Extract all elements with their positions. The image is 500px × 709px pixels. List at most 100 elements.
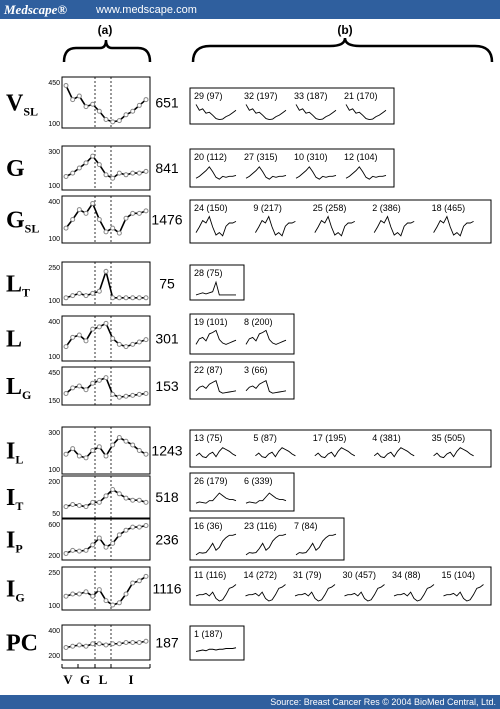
profile-point [136,295,142,301]
y-tick-label: 600 [48,522,60,529]
profile-point [83,210,89,216]
panel-label: (b) [337,23,352,37]
y-tick-label: 100 [48,354,60,361]
profile-point [90,593,96,599]
profile-point [103,116,109,122]
cluster-profile [195,492,237,504]
row-label-sub: SL [25,222,40,236]
profile-point [123,172,129,178]
cluster-label: 8 (200) [244,317,273,327]
profile-point [130,170,136,176]
profile-point [76,207,82,213]
cluster-profile [294,584,336,602]
profile-point [143,573,149,579]
profile-point [70,446,76,452]
cluster-label: 28 (75) [194,268,223,278]
cluster-label: 33 (187) [294,91,328,101]
profile-point [130,580,136,586]
profile-point [90,448,96,453]
profile-point [96,377,102,383]
profile-point [116,170,122,176]
cluster-box [189,625,245,661]
row-label: IG [6,577,25,605]
stage-label: V [63,672,73,687]
cluster-profile [195,533,237,556]
profile-point [96,587,102,593]
y-tick-label: 100 [48,121,60,128]
profile-point [70,643,76,649]
y-tick-label: 100 [48,467,60,474]
cluster-box [189,566,492,606]
cluster-label: 5 (87) [253,433,277,443]
profile-point [116,341,122,347]
cluster-count: 1243 [151,443,182,459]
profile-point [103,642,109,648]
profile-point [143,638,149,644]
profile-line [65,85,147,123]
profile-point [123,344,129,350]
cluster-count: 841 [155,160,179,176]
cluster-box [189,472,295,512]
profile-point [123,393,129,399]
profile-point [76,503,82,509]
cluster-label: 3 (66) [244,365,268,375]
row-label-sub: L [15,453,23,467]
profile-point [136,640,142,645]
profile-point [76,165,82,171]
profile-point [83,160,89,166]
y-tick-label: 100 [48,298,60,305]
profile-point [130,442,136,448]
row-label: IP [6,528,23,556]
profile-point [110,295,116,301]
cluster-profile [245,492,287,504]
profile-point [70,385,76,391]
profile-point [110,175,116,181]
profile-point [83,338,89,344]
cluster-profile [295,166,337,180]
profile-point [116,118,122,124]
row-label-main: L [6,374,22,400]
profile-point [90,380,96,386]
profile-point [116,230,122,236]
profile-point [123,527,129,533]
profile-point [96,108,102,114]
profile-point [96,641,102,647]
cluster-profile [344,584,385,602]
y-tick-label: 400 [48,319,60,326]
cluster-label: 10 (310) [294,152,328,162]
y-tick-label: 450 [48,370,60,377]
profile-point [136,578,142,584]
profile-point [83,643,89,649]
profile-point [76,453,82,459]
cluster-profile [314,215,355,237]
profile-point [63,344,69,350]
profile-point [130,640,136,645]
y-tick-label: 200 [48,479,60,486]
profile-point [143,168,149,174]
cluster-label: 34 (88) [392,570,421,580]
profile-point [110,641,116,647]
cluster-profile [314,447,356,459]
cluster-label: 29 (97) [194,91,223,101]
profile-point [103,320,109,326]
profile-point [90,101,96,107]
profile-point [103,268,109,274]
profile-point [83,387,89,393]
y-tick-label: 200 [48,553,60,560]
cluster-box [189,148,395,188]
profile-point [130,210,136,216]
profile-point [116,394,122,400]
profile-point [130,524,136,530]
profile-box [61,261,151,306]
cluster-box [189,199,492,244]
cluster-count: 187 [155,635,179,651]
profile-point [103,493,109,499]
profile-point [63,225,69,231]
profile-point [70,591,76,597]
cluster-count: 1476 [151,212,182,228]
profile-point [136,102,142,108]
profile-point [96,217,102,222]
y-tick-label: 50 [52,511,60,518]
cluster-label: 1 (187) [194,629,223,639]
profile-point [130,341,136,347]
